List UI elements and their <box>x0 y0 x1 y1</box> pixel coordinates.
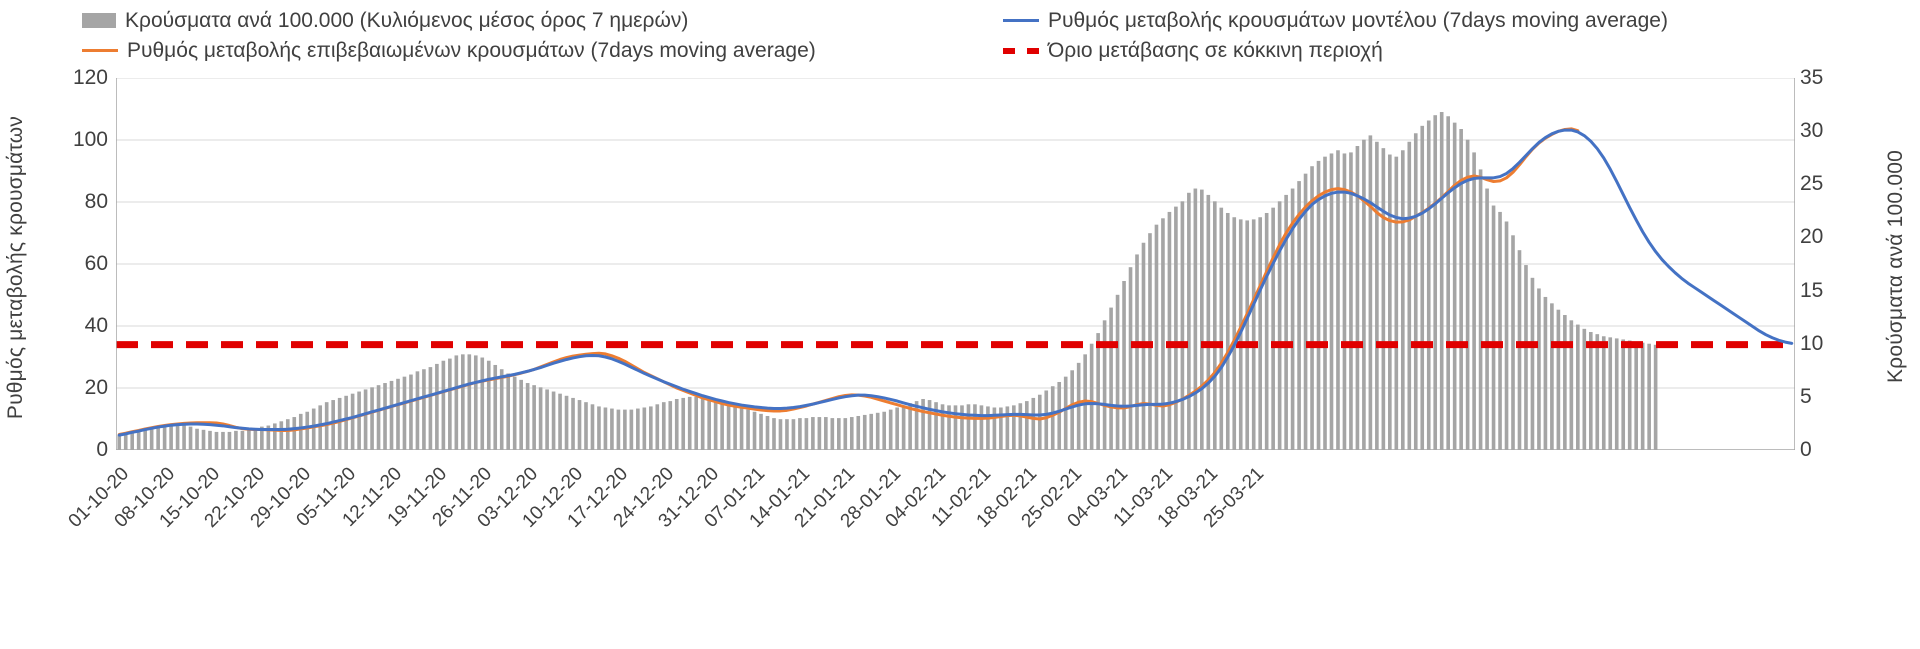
y-axis-left-tick-label: 80 <box>84 190 108 213</box>
y-axis-left-ticks: 0 20 40 60 80 100 120 <box>48 0 108 649</box>
y-axis-left-tick-label: 0 <box>96 438 108 461</box>
y-axis-right-tick-label: 15 <box>1800 278 1824 302</box>
y-axis-left-tick-label: 60 <box>84 252 108 275</box>
line-swatch-icon-blue <box>1003 19 1039 22</box>
y-axis-left-tick-label: 20 <box>84 376 108 399</box>
legend-item-cases-per-100000[interactable]: Κρούσματα ανά 100.000 (Κυλιόμενος μέσος … <box>82 10 688 31</box>
y-axis-left-tick-label: 120 <box>72 66 108 89</box>
chart-legend: Κρούσματα ανά 100.000 (Κυλιόμενος μέσος … <box>0 0 1920 62</box>
y-axis-left-tick-label: 40 <box>84 314 108 337</box>
y-axis-right-tick-label: 0 <box>1800 438 1812 461</box>
legend-item-red-zone-threshold[interactable]: Όριο μετάβασης σε κόκκινη περιοχή <box>1003 40 1383 61</box>
legend-label-confirmed-rate: Ρυθμός μεταβολής επιβεβαιωμένων κρουσμάτ… <box>127 39 816 62</box>
legend-label-red-zone-threshold: Όριο μετάβασης σε κόκκινη περιοχή <box>1048 39 1383 62</box>
y-axis-right-tick-label: 25 <box>1800 172 1824 196</box>
bar-swatch-icon <box>82 13 116 28</box>
y-axis-right-tick-label: 5 <box>1800 384 1812 408</box>
y-axis-right-tick-label: 10 <box>1800 331 1824 355</box>
legend-label-cases-per-100000: Κρούσματα ανά 100.000 (Κυλιόμενος μέσος … <box>125 9 689 32</box>
legend-label-model-rate: Ρυθμός μεταβολής κρουσμάτων μοντέλου (7d… <box>1048 9 1668 32</box>
y-axis-right-tick-label: 20 <box>1800 225 1824 249</box>
bar-series-cases-per-100000 <box>117 112 1658 450</box>
y-axis-left-tick-label: 100 <box>72 128 108 151</box>
plot-area <box>116 78 1795 450</box>
legend-item-model-rate[interactable]: Ρυθμός μεταβολής κρουσμάτων μοντέλου (7d… <box>1003 10 1668 31</box>
line-series-model-rate <box>117 128 1794 437</box>
y-axis-right-tick-label: 35 <box>1800 66 1824 89</box>
legend-item-confirmed-rate[interactable]: Ρυθμός μεταβολής επιβεβαιωμένων κρουσμάτ… <box>82 40 816 61</box>
y-axis-right-ticks: 0 5 10 15 20 25 30 35 <box>1800 0 1860 649</box>
line-swatch-icon-orange <box>82 49 118 52</box>
y-axis-right-tick-label: 30 <box>1800 119 1824 143</box>
dashed-line-swatch-icon <box>1003 47 1039 54</box>
gridlines <box>116 78 1795 450</box>
chart-svg <box>116 78 1795 450</box>
